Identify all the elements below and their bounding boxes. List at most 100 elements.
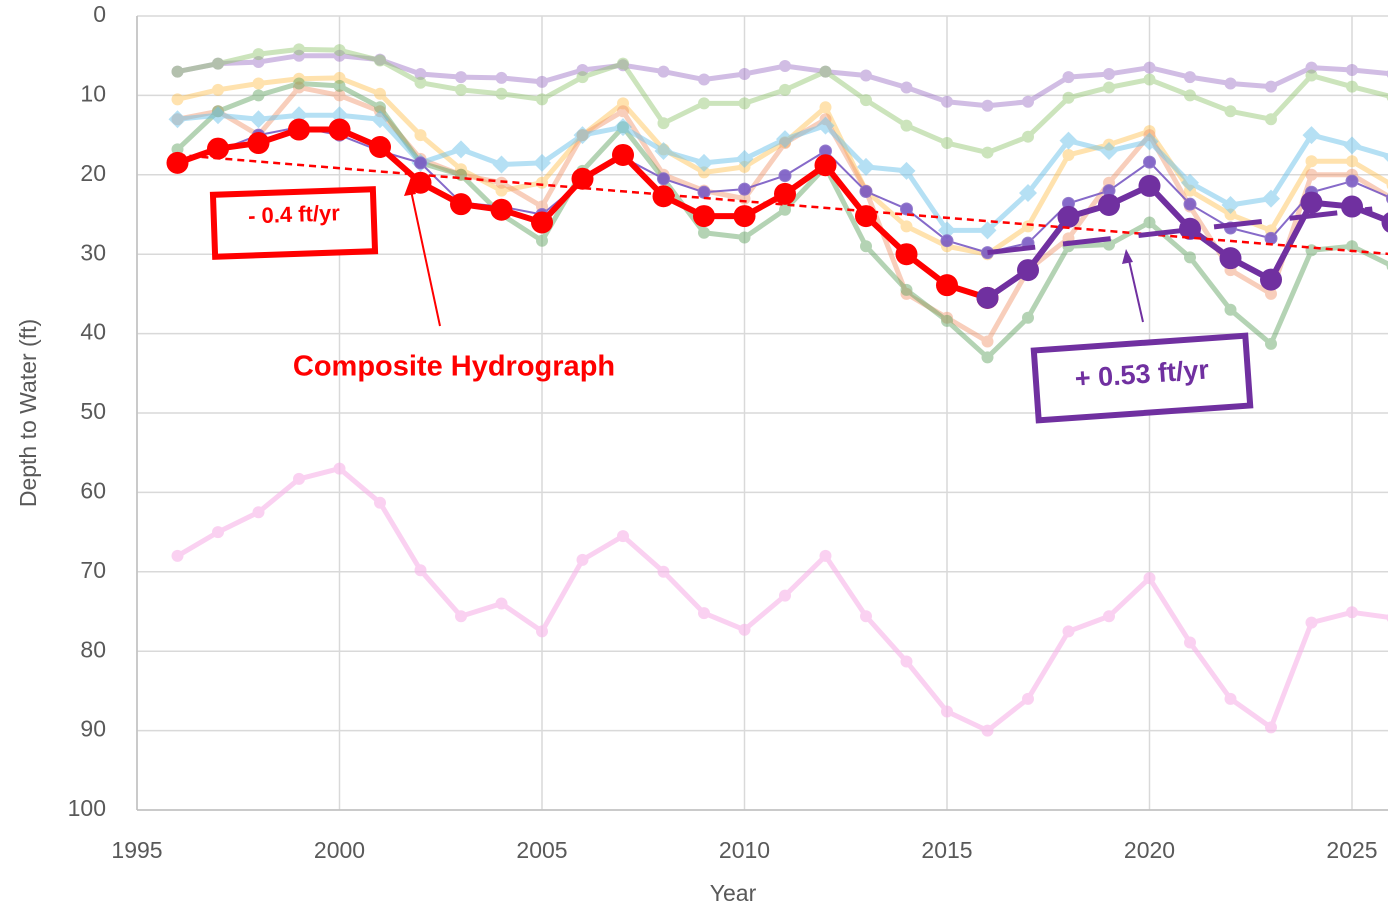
marker (698, 226, 710, 239)
marker (369, 136, 391, 159)
marker (1381, 212, 1388, 233)
marker (455, 83, 467, 96)
marker (414, 67, 427, 80)
marker (938, 221, 956, 240)
marker (1022, 130, 1034, 143)
marker (333, 44, 346, 57)
marker (492, 155, 511, 174)
arrow (409, 185, 441, 327)
x-tick-label: 2010 (719, 837, 770, 863)
marker (1219, 247, 1242, 270)
marker (657, 565, 670, 578)
marker (531, 211, 553, 234)
marker (657, 117, 670, 130)
marker (981, 99, 994, 112)
marker (409, 171, 432, 194)
marker (209, 106, 227, 125)
marker (1062, 148, 1075, 161)
marker (738, 67, 751, 80)
marker (495, 71, 508, 84)
marker (252, 77, 265, 90)
marker (779, 589, 791, 602)
marker (1224, 692, 1237, 705)
marker (171, 65, 184, 78)
marker (900, 81, 913, 94)
marker (1062, 91, 1075, 104)
marker (612, 143, 634, 166)
marker (168, 110, 187, 129)
marker (212, 57, 224, 70)
marker (1302, 126, 1321, 145)
marker (1059, 131, 1078, 150)
marker (576, 63, 589, 76)
marker (1057, 205, 1080, 228)
marker (293, 77, 305, 90)
marker (374, 54, 386, 67)
series (166, 118, 999, 309)
marker (536, 93, 548, 106)
marker (293, 472, 305, 485)
marker (293, 72, 305, 85)
marker (455, 610, 467, 623)
y-tick-label: 30 (80, 239, 106, 265)
marker (657, 172, 670, 186)
marker (1022, 95, 1034, 108)
marker (1224, 105, 1237, 118)
marker (652, 185, 675, 208)
marker (1143, 216, 1156, 229)
marker (895, 243, 918, 266)
marker (533, 153, 551, 172)
marker (900, 287, 913, 300)
marker (981, 724, 994, 737)
marker (1305, 168, 1318, 181)
marker (698, 166, 710, 179)
marker (819, 549, 832, 562)
marker (1179, 217, 1201, 240)
marker (733, 205, 756, 228)
marker (414, 129, 427, 142)
marker (900, 655, 913, 668)
marker (1103, 610, 1115, 623)
annotation-box (1030, 332, 1254, 424)
marker (816, 116, 835, 135)
marker (981, 146, 994, 159)
marker (171, 93, 184, 106)
marker (536, 234, 548, 247)
marker (941, 705, 953, 718)
marker (1305, 61, 1318, 74)
marker (1345, 174, 1359, 188)
marker (374, 87, 386, 100)
marker (490, 198, 513, 221)
y-tick-label: 20 (80, 160, 106, 186)
marker (212, 83, 224, 96)
x-tick-label: 2015 (921, 837, 972, 863)
marker (981, 351, 994, 364)
marker (414, 76, 427, 89)
marker (1341, 195, 1363, 218)
annotation-box (209, 186, 379, 260)
marker (1098, 193, 1120, 216)
y-tick-label: 0 (93, 1, 106, 27)
marker (171, 65, 184, 78)
arrow-head (404, 180, 416, 196)
marker (371, 110, 389, 129)
marker (333, 462, 346, 475)
marker (900, 202, 913, 216)
marker (1305, 69, 1318, 82)
marker (1184, 71, 1196, 84)
y-tick-label: 80 (80, 636, 106, 662)
marker (1017, 259, 1039, 282)
marker (374, 496, 386, 509)
x-axis-label: Year (710, 880, 757, 906)
marker (252, 56, 265, 69)
marker (1300, 191, 1323, 214)
marker (1181, 173, 1199, 192)
series (168, 106, 1388, 240)
marker (698, 607, 710, 620)
marker (617, 59, 629, 72)
x-tick-label: 2000 (314, 837, 365, 863)
x-tick-label: 1995 (111, 837, 162, 863)
marker (855, 205, 877, 228)
marker (495, 597, 508, 610)
marker (293, 43, 305, 56)
